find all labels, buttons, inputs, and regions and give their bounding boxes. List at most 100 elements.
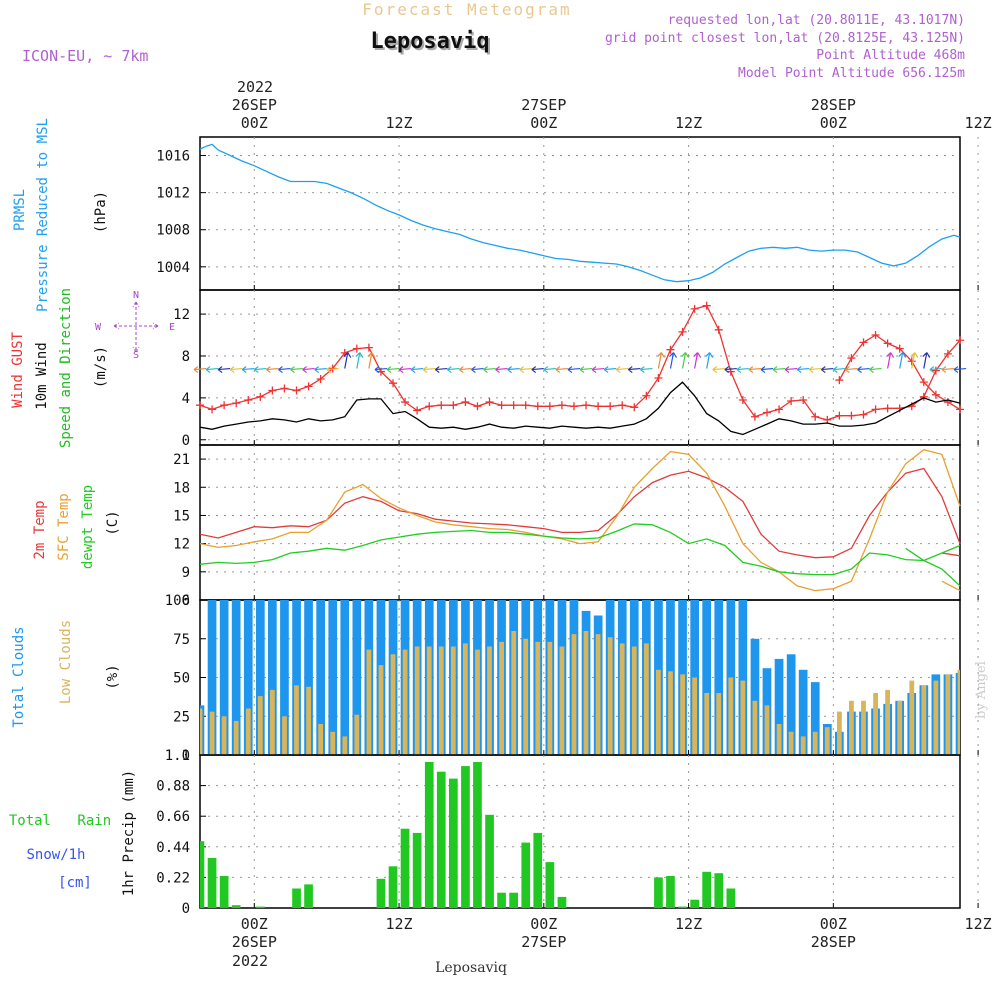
y-tick-label: 0.88 (156, 779, 190, 795)
wind-direction-arrow (241, 366, 255, 374)
wind-direction-arrow (845, 366, 858, 374)
gust-marker (666, 345, 675, 354)
total-clouds-label: Total Clouds (11, 626, 27, 727)
wind-direction-arrow (922, 352, 931, 369)
gust-marker (919, 392, 928, 401)
low-bar (631, 646, 637, 755)
total-bar (231, 600, 241, 755)
low-bar (933, 680, 939, 755)
location-title-front: Leposaviq (370, 29, 489, 54)
gust-marker (316, 375, 325, 384)
wind-direction-arrow (302, 366, 315, 374)
gust-marker (220, 401, 229, 410)
wind-direction-arrow (772, 366, 786, 374)
bottom-hour-label: 12Z (965, 915, 992, 933)
rain-bar (400, 828, 410, 908)
rain-bar (533, 832, 543, 908)
precip-panel: 0 0.22 0.44 0.66 0.88 1.1 (156, 748, 979, 917)
gust-marker (738, 395, 747, 404)
pressure-panel: 1004 1008 1012 1016 (156, 136, 979, 291)
low-bar (728, 677, 734, 755)
dewpt-line (199, 523, 961, 576)
gust-marker (895, 344, 904, 353)
wind-direction-arrow (386, 366, 400, 374)
gust-marker (678, 327, 687, 336)
low-bar (957, 669, 960, 756)
gust-marker (702, 301, 711, 310)
celsius-unit-label: (C) (105, 510, 121, 535)
low-bar (837, 711, 842, 755)
low-bar (885, 689, 890, 755)
low-bar (499, 641, 504, 755)
gust-marker (389, 379, 398, 388)
total-bar (292, 600, 301, 755)
y-tick-label: 12 (173, 307, 190, 323)
y-tick-label: 0.22 (156, 870, 190, 886)
gust-marker (835, 376, 844, 385)
grid-point-coords: grid point closest lon,lat (20.8125E, 43… (605, 31, 965, 46)
top-hour-label: 00Z (241, 114, 268, 132)
low-bar (487, 646, 492, 755)
y-tick-label: 21 (173, 452, 190, 468)
total-bar (304, 600, 313, 755)
watermark: by Angel (974, 661, 989, 719)
low-bar (812, 731, 818, 756)
gust-marker (835, 411, 844, 420)
wind-direction-arrow (929, 366, 942, 374)
low-bar (390, 654, 396, 756)
low-bar (294, 685, 299, 756)
wind-direction-arrow (656, 352, 665, 369)
y-tick-label: 0.44 (156, 840, 190, 856)
gust-marker (606, 402, 615, 411)
wind-direction-arrow (869, 366, 882, 374)
wind-direction-arrow (446, 366, 460, 374)
bottom-date-label: 27SEP (521, 933, 566, 951)
low-bar (909, 680, 915, 755)
gust-marker (413, 406, 422, 415)
gust-marker (871, 405, 880, 414)
y-tick-label: 4 (182, 391, 190, 407)
y-tick-label: 0 (182, 901, 190, 917)
location-title: Leposaviq (372, 31, 491, 56)
low-bar (776, 724, 782, 755)
bottom-date-label: 28SEP (811, 933, 856, 951)
total-bar (702, 600, 711, 755)
rain-bar (219, 876, 229, 908)
point-altitude: Point Altitude 468m (816, 48, 965, 63)
rain-bar (485, 814, 494, 908)
rain-bar (678, 906, 687, 908)
rain-bar (436, 771, 446, 908)
wind-direction-arrow (266, 366, 279, 374)
temp2m-label: 2m Temp (32, 500, 48, 559)
low-bar (463, 643, 468, 755)
rain-bar (231, 905, 241, 908)
gust-marker (883, 339, 892, 348)
total-bar (219, 600, 229, 755)
gust-marker (883, 404, 892, 413)
t2m-line (199, 467, 961, 559)
wind-direction-arrow (910, 352, 919, 369)
compass-s: S (133, 350, 139, 361)
speed-direction-label: Speed and Direction (58, 288, 74, 448)
gust-marker (461, 398, 470, 407)
gust-marker (956, 405, 964, 414)
wind-direction-arrow (367, 352, 376, 369)
low-bar (402, 649, 408, 755)
wind-direction-arrow (555, 366, 568, 374)
gust-marker (292, 386, 301, 395)
low-bar (233, 720, 239, 755)
low-bar (354, 714, 360, 755)
bottom-hour-label: 00Z (820, 915, 847, 933)
total-bar (316, 600, 325, 755)
y-tick-label: 6 (182, 593, 190, 609)
y-tick-label: 50 (173, 671, 190, 687)
low-bar (547, 641, 553, 755)
top-hour-label: 12Z (386, 114, 413, 132)
low-bar (571, 634, 577, 755)
y-tick-label: 75 (173, 632, 190, 648)
y-tick-label: 1.1 (165, 748, 190, 764)
wind-direction-arrow (217, 366, 231, 374)
compass-rose: N S W E (95, 290, 175, 361)
gust-marker (919, 378, 928, 387)
sfc-line (199, 448, 961, 592)
